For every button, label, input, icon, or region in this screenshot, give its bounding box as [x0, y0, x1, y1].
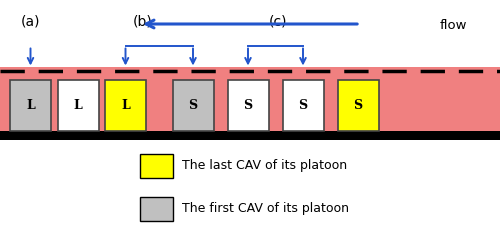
Bar [228, 80, 268, 131]
Text: L: L [26, 99, 35, 112]
Text: flow: flow [440, 19, 468, 32]
Bar [338, 80, 378, 131]
Text: S: S [244, 99, 252, 112]
Bar [140, 154, 172, 178]
Text: S: S [354, 99, 362, 112]
Bar [58, 80, 98, 131]
Text: L: L [74, 99, 82, 112]
Bar [172, 80, 214, 131]
Bar [10, 80, 51, 131]
Text: S: S [188, 99, 198, 112]
Bar [0, 131, 500, 140]
Text: (a): (a) [20, 15, 40, 29]
Bar [105, 80, 146, 131]
Text: S: S [298, 99, 308, 112]
Bar [0, 67, 500, 139]
Bar [282, 80, 324, 131]
Text: The first CAV of its platoon: The first CAV of its platoon [182, 202, 350, 215]
Bar [140, 197, 172, 221]
Text: (c): (c) [268, 15, 287, 29]
Text: (b): (b) [132, 15, 152, 29]
Text: The last CAV of its platoon: The last CAV of its platoon [182, 159, 348, 172]
Text: L: L [121, 99, 130, 112]
